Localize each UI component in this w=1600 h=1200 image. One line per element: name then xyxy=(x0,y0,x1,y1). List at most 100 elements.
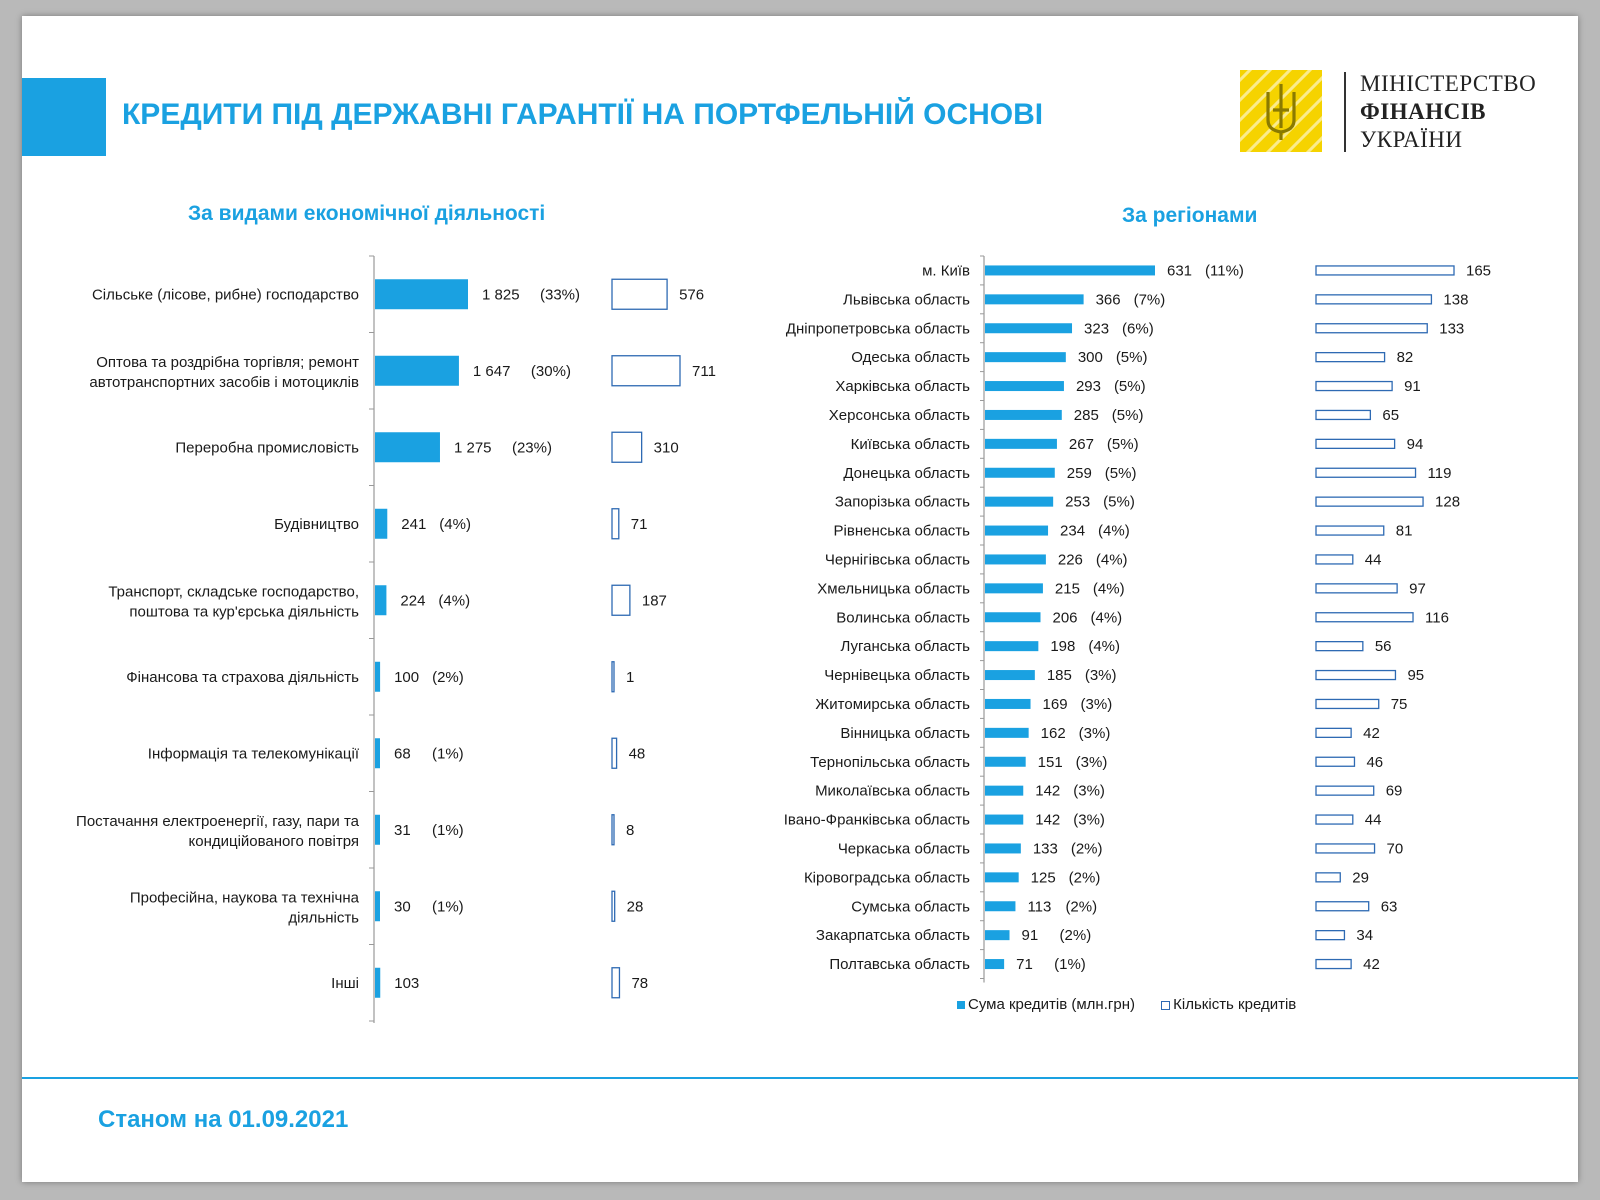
region-count-label: 46 xyxy=(1366,754,1383,771)
region-label: Житомирська область xyxy=(815,696,970,713)
region-count-bar xyxy=(1315,323,1428,334)
region-amount-label: 169 xyxy=(1043,696,1068,713)
region-count-label: 91 xyxy=(1404,378,1421,395)
count-bar xyxy=(611,278,668,310)
region-count-label: 138 xyxy=(1443,291,1468,308)
region-count-label: 82 xyxy=(1397,349,1414,366)
region-amount-bar xyxy=(985,323,1073,334)
region-count-bar xyxy=(1315,843,1376,854)
amount-bar xyxy=(375,814,380,845)
amount-value-label: 103 xyxy=(394,975,419,992)
count-value-label: 187 xyxy=(642,592,667,609)
page-title: КРЕДИТИ ПІД ДЕРЖАВНІ ГАРАНТІЇ НА ПОРТФЕЛ… xyxy=(122,98,1044,131)
count-value-label: 71 xyxy=(631,516,648,533)
category-label-line: автотранспортних засобів і мотоциклів xyxy=(89,374,359,391)
legend-swatch-amount xyxy=(957,1001,965,1010)
region-amount-bar xyxy=(985,785,1024,796)
region-label: Сумська область xyxy=(851,898,970,915)
region-amount-label: 185 xyxy=(1047,667,1072,684)
region-count-label: 70 xyxy=(1387,840,1404,857)
count-bar xyxy=(611,737,618,769)
region-label: Полтавська область xyxy=(829,956,970,973)
amount-share-label: (1%) xyxy=(432,822,464,839)
region-count-label: 97 xyxy=(1409,580,1426,597)
region-share-label: (3%) xyxy=(1073,783,1105,800)
region-amount-bar xyxy=(985,612,1041,623)
region-amount-bar xyxy=(985,641,1039,652)
region-share-label: (7%) xyxy=(1134,291,1166,308)
category-label: Фінансова та страхова діяльність xyxy=(126,669,359,686)
amount-share-label: (1%) xyxy=(432,745,464,762)
region-label: Тернопільська область xyxy=(810,754,970,771)
region-amount-label: 142 xyxy=(1035,812,1060,829)
region-amount-label: 253 xyxy=(1065,494,1090,511)
region-share-label: (5%) xyxy=(1105,465,1137,482)
region-share-label: (5%) xyxy=(1114,378,1146,395)
region-label: Харківська область xyxy=(835,378,970,395)
region-amount-bar xyxy=(985,843,1021,854)
amount-share-label: (33%) xyxy=(540,286,580,303)
region-label: Івано-Франківська область xyxy=(784,812,970,829)
region-label: Донецька область xyxy=(843,465,970,482)
category-label: Переробна промисловість xyxy=(175,439,359,456)
region-amount-bar xyxy=(985,583,1043,594)
category-label: Сільське (лісове, рибне) господарство xyxy=(92,286,359,303)
region-count-bar xyxy=(1315,872,1341,883)
region-count-label: 119 xyxy=(1428,465,1452,482)
region-share-label: (3%) xyxy=(1085,667,1117,684)
region-label: Львівська область xyxy=(843,291,970,308)
region-amount-bar xyxy=(985,294,1084,305)
count-value-label: 48 xyxy=(629,745,646,762)
amount-share-label: (30%) xyxy=(531,363,571,380)
legend-label-amount: Сума кредитів (млн.грн) xyxy=(968,996,1135,1013)
amount-bar xyxy=(375,661,381,692)
region-share-label: (4%) xyxy=(1090,609,1122,626)
region-label: Дніпропетровська область xyxy=(786,320,970,337)
region-count-label: 29 xyxy=(1352,869,1369,886)
amount-share-label: (4%) xyxy=(438,592,470,609)
amount-value-label: 241 xyxy=(401,516,426,533)
region-count-label: 63 xyxy=(1381,898,1398,915)
region-count-bar xyxy=(1315,409,1372,421)
amount-value-label: 100 xyxy=(394,669,419,686)
count-value-label: 711 xyxy=(692,363,716,380)
region-amount-bar xyxy=(985,756,1026,767)
category-label-line: діяльність xyxy=(288,909,359,926)
region-count-label: 44 xyxy=(1365,551,1382,568)
amount-value-label: 1 647 xyxy=(473,363,511,380)
footer-divider xyxy=(22,1077,1578,1079)
region-share-label: (4%) xyxy=(1096,551,1128,568)
region-amount-bar xyxy=(985,670,1035,681)
region-count-label: 65 xyxy=(1382,407,1399,424)
region-label: Чернівецька область xyxy=(824,667,970,684)
region-amount-label: 285 xyxy=(1074,407,1099,424)
region-count-bar xyxy=(1315,525,1385,536)
region-share-label: (3%) xyxy=(1079,725,1111,742)
amount-bar xyxy=(375,508,388,539)
region-count-label: 81 xyxy=(1396,523,1413,540)
region-label: Кіровоградська область xyxy=(804,869,970,886)
region-amount-bar xyxy=(985,698,1031,709)
region-label: Луганська область xyxy=(840,638,970,655)
category-label-line: Постачання електроенергії, газу, пари та xyxy=(76,813,360,830)
region-amount-label: 300 xyxy=(1078,349,1103,366)
region-count-bar xyxy=(1315,669,1397,681)
region-count-bar xyxy=(1315,814,1354,825)
region-count-bar xyxy=(1315,930,1346,941)
count-bar xyxy=(611,508,620,540)
count-bar xyxy=(611,661,615,693)
region-count-bar xyxy=(1315,351,1386,363)
count-value-label: 576 xyxy=(679,286,704,303)
region-count-bar xyxy=(1315,294,1433,305)
amount-value-label: 1 275 xyxy=(454,439,492,456)
amount-share-label: (2%) xyxy=(432,669,464,686)
region-amount-label: 259 xyxy=(1067,465,1092,482)
region-count-label: 42 xyxy=(1363,725,1380,742)
region-share-label: (2%) xyxy=(1071,840,1103,857)
region-share-label: (6%) xyxy=(1122,320,1154,337)
region-amount-label: 198 xyxy=(1050,638,1075,655)
region-label: м. Київ xyxy=(922,262,970,279)
legend-swatch-count xyxy=(1161,1000,1171,1010)
region-share-label: (5%) xyxy=(1116,349,1148,366)
region-count-bar xyxy=(1315,612,1414,623)
